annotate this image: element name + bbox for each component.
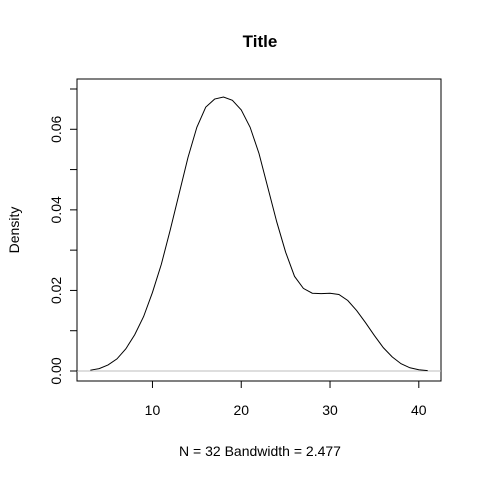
y-tick-label: 0.06: [48, 115, 64, 142]
plot-box: [76, 78, 442, 382]
chart-title: Title: [243, 32, 278, 51]
y-tick-label: 0.00: [48, 357, 64, 384]
y-tick-label: 0.02: [48, 277, 64, 304]
x-axis-label: N = 32 Bandwidth = 2.477: [179, 443, 341, 459]
density-curve: [90, 96, 428, 372]
x-tick-label: 30: [322, 402, 338, 418]
y-axis-label: Density: [6, 207, 22, 254]
x-axis: 10 20 30 40: [145, 380, 427, 418]
y-axis: 0.00 0.02 0.04 0.06: [48, 88, 78, 385]
y-tick-label: 0.04: [48, 196, 64, 223]
x-tick-label: 20: [233, 402, 249, 418]
x-tick-label: 40: [411, 402, 427, 418]
x-tick-label: 10: [145, 402, 161, 418]
